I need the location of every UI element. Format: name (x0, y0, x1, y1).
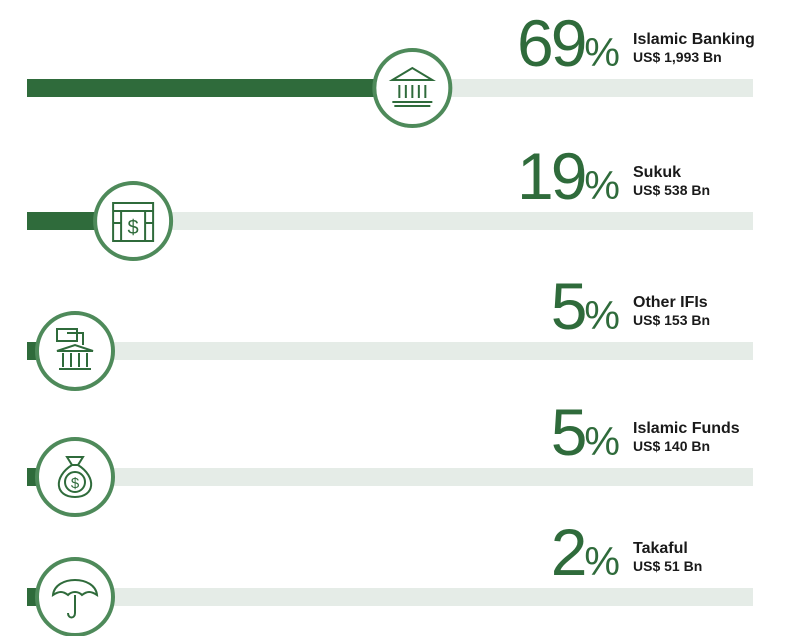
track (27, 588, 753, 606)
amount-label: US$ 51 Bn (633, 558, 702, 574)
track (27, 468, 753, 486)
category-label: Takaful (633, 540, 688, 557)
icon: $ (71, 475, 80, 492)
amount-label: US$ 153 Bn (633, 312, 710, 328)
value-label: 2% (551, 515, 620, 589)
amount-label: US$ 1,993 Bn (633, 49, 722, 65)
category-label: Islamic Banking (633, 31, 755, 48)
icon-ring (35, 437, 115, 517)
amount-label: US$ 140 Bn (633, 438, 710, 454)
bar (27, 588, 39, 606)
icon (388, 66, 436, 107)
track (27, 342, 753, 360)
value-label: 69% (517, 6, 620, 80)
icon (56, 328, 94, 370)
icon: $ (128, 217, 139, 239)
icon (51, 579, 99, 619)
icon (112, 202, 155, 242)
icon (51, 579, 99, 619)
value-label: 5% (551, 269, 620, 343)
value-label: 19% (517, 139, 620, 213)
bar (27, 79, 413, 97)
icon (388, 66, 436, 107)
icon (56, 328, 94, 370)
category-label: Sukuk (633, 164, 681, 181)
value-label: 5% (551, 395, 620, 469)
icon: $ (112, 202, 155, 242)
track (27, 212, 753, 230)
icon (64, 471, 86, 493)
category-label: Other IFIs (633, 294, 708, 311)
amount-label: US$ 538 Bn (633, 182, 710, 198)
icon (57, 456, 93, 499)
icon: $ (57, 456, 93, 499)
category-label: Islamic Funds (633, 420, 740, 437)
